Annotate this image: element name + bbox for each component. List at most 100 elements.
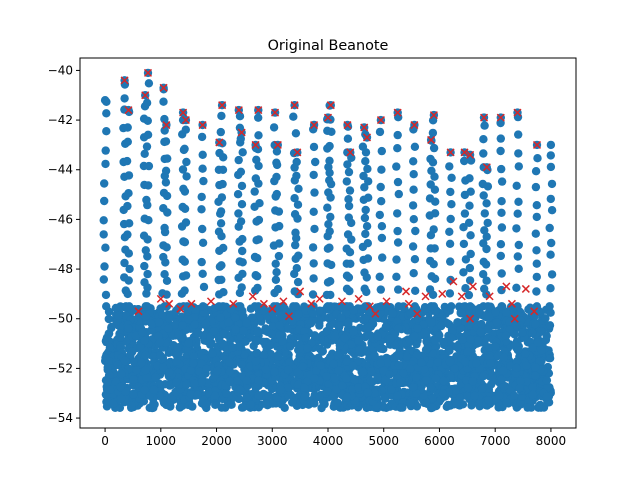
data-point — [252, 328, 262, 337]
data-point — [272, 268, 281, 277]
data-point — [325, 156, 334, 165]
data-point — [438, 389, 448, 398]
x-marker — [466, 314, 475, 323]
x-marker — [296, 287, 305, 296]
data-point — [149, 385, 159, 395]
x-marker — [310, 121, 319, 130]
data-point — [237, 360, 246, 369]
data-point — [209, 327, 219, 336]
data-point — [505, 325, 515, 334]
data-point — [274, 352, 283, 361]
data-point — [182, 302, 192, 311]
data-point — [272, 172, 281, 182]
data-point — [427, 272, 436, 281]
data-point — [214, 165, 224, 174]
data-point — [184, 338, 193, 348]
data-point — [465, 201, 474, 210]
data-point — [276, 385, 286, 395]
data-point — [542, 376, 552, 385]
data-point — [363, 388, 373, 397]
data-point — [547, 206, 557, 215]
data-point — [376, 344, 385, 353]
x-marker — [421, 292, 430, 301]
data-point — [130, 358, 139, 367]
data-point — [99, 230, 108, 239]
data-point — [347, 235, 356, 244]
data-point — [103, 363, 112, 372]
data-point — [235, 385, 245, 394]
data-point — [111, 303, 121, 313]
data-point — [266, 349, 275, 359]
data-point — [466, 231, 475, 240]
data-point — [512, 363, 521, 373]
data-point — [344, 167, 354, 177]
data-point — [144, 161, 154, 171]
data-point — [516, 377, 525, 386]
x-marker — [120, 76, 129, 85]
data-point — [188, 402, 197, 411]
data-point — [144, 216, 153, 225]
x-marker — [360, 123, 369, 132]
data-point — [342, 392, 352, 402]
data-point — [242, 376, 252, 385]
data-point — [132, 366, 141, 375]
data-point — [280, 403, 289, 412]
data-point — [288, 398, 297, 407]
x-marker — [181, 116, 190, 125]
data-point — [350, 375, 359, 385]
data-point — [426, 256, 435, 266]
data-point — [216, 219, 226, 228]
data-point — [473, 336, 483, 346]
data-point — [197, 132, 207, 142]
data-point — [309, 309, 318, 318]
data-point — [387, 385, 396, 394]
data-point — [426, 231, 436, 240]
data-point — [197, 377, 207, 387]
data-point — [446, 187, 455, 197]
data-point — [502, 398, 511, 407]
data-point — [309, 259, 318, 268]
x-marker — [449, 277, 458, 286]
x-marker — [134, 307, 143, 316]
x-tick-label: 0 — [101, 434, 109, 448]
x-marker — [371, 309, 380, 318]
data-point — [309, 170, 318, 180]
data-point — [528, 329, 537, 338]
data-point — [208, 349, 217, 358]
data-point — [193, 390, 202, 400]
data-point — [201, 319, 211, 329]
data-point — [514, 130, 523, 139]
data-point — [532, 259, 541, 268]
data-point — [254, 131, 263, 140]
data-point — [518, 328, 527, 337]
data-point — [225, 367, 235, 377]
data-point — [252, 217, 261, 226]
data-point — [359, 367, 368, 377]
data-point — [472, 359, 481, 368]
data-point — [532, 246, 541, 255]
data-point — [535, 357, 544, 366]
data-point — [363, 302, 373, 311]
data-point — [147, 326, 156, 335]
data-point — [308, 290, 318, 299]
data-point — [124, 171, 134, 180]
x-marker — [427, 135, 436, 144]
data-point — [143, 130, 153, 139]
data-point — [123, 289, 132, 299]
data-point — [184, 315, 194, 324]
data-point — [425, 211, 434, 220]
data-point — [347, 340, 356, 349]
data-point — [105, 385, 115, 394]
data-point — [293, 367, 302, 377]
x-marker — [279, 297, 288, 306]
data-point — [140, 336, 149, 345]
data-point — [214, 275, 223, 285]
data-point — [499, 353, 509, 362]
data-point — [193, 328, 203, 338]
data-point — [440, 302, 449, 312]
data-point — [363, 254, 373, 263]
data-point — [360, 213, 370, 223]
data-point — [236, 134, 245, 143]
data-point — [283, 383, 293, 392]
data-point — [180, 286, 189, 295]
